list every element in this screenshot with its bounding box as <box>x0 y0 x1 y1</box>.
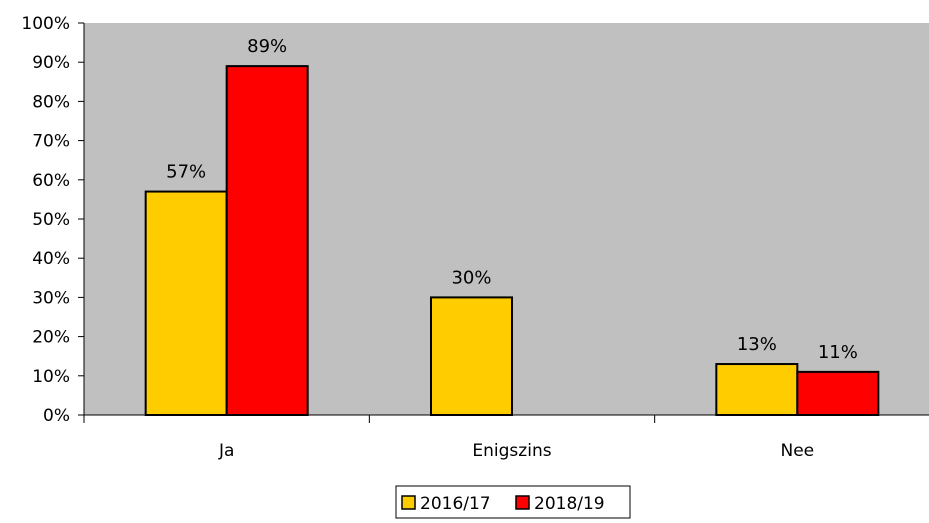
x-tick-label: Ja <box>218 441 234 461</box>
y-tick-label: 70% <box>32 132 70 152</box>
y-tick-label: 10% <box>32 367 70 387</box>
legend-box <box>395 485 631 519</box>
data-label-2018/19-Nee: 11% <box>818 342 858 363</box>
data-label-2018/19-Ja: 89% <box>247 36 287 57</box>
x-tick-label: Nee <box>781 441 815 461</box>
legend-swatch-2016/17 <box>401 495 416 510</box>
bars-layer <box>144 65 880 417</box>
y-tick-label: 90% <box>32 53 70 73</box>
y-tick-label: 40% <box>32 249 70 269</box>
y-axis: 0% 10% 20% 30% 40% 50% 60% 70% 80% 90% 100% <box>21 14 84 426</box>
y-tick-label: 60% <box>32 171 70 191</box>
legend: 2016/17 2018/19 <box>395 485 631 519</box>
data-labels-layer: 57% 30% 13% 89% 11% <box>166 36 858 363</box>
bar-2016/17-Nee <box>715 363 799 417</box>
y-tick-label: 20% <box>32 328 70 348</box>
data-label-2016/17-Ja: 57% <box>166 162 206 183</box>
legend-label-2016/17: 2016/17 <box>420 494 491 514</box>
bar-2016/17-Enigszins <box>430 296 513 416</box>
y-tick-label: 30% <box>32 288 70 308</box>
bar-2018/19-Nee <box>796 370 880 417</box>
data-label-2016/17-Nee: 13% <box>737 334 777 355</box>
y-tick-label: 100% <box>21 14 70 34</box>
y-tick-label: 50% <box>32 210 70 230</box>
y-tick-label: 80% <box>32 92 70 112</box>
y-tick-label: 0% <box>43 406 70 426</box>
data-label-2016/17-Enigszins: 30% <box>451 267 491 288</box>
x-axis: Ja Enigszins Nee <box>83 415 815 461</box>
legend-swatch-2018/19 <box>515 495 530 510</box>
bar-2018/19-Ja <box>225 65 309 417</box>
legend-label-2018/19: 2018/19 <box>534 494 605 514</box>
bar-2016/17-Ja <box>144 190 228 416</box>
x-tick-label: Enigszins <box>472 441 551 461</box>
